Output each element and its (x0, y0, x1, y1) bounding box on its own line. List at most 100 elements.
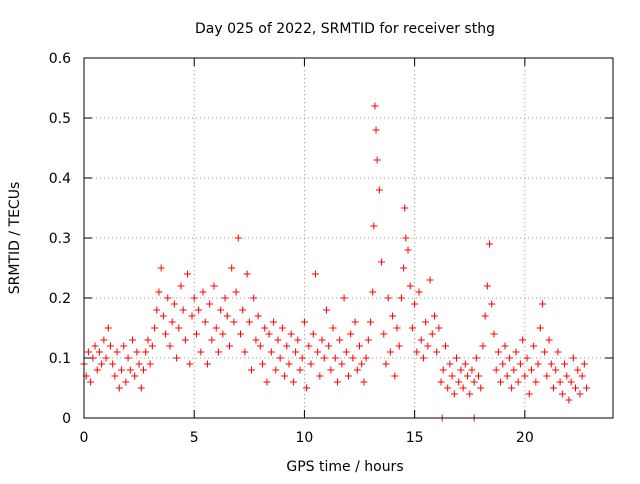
data-point (521, 372, 529, 380)
data-point (541, 348, 549, 356)
data-point (283, 342, 291, 350)
data-point (170, 300, 178, 308)
data-point (378, 258, 386, 266)
data-point (349, 354, 357, 362)
data-point (424, 342, 432, 350)
data-point (356, 342, 364, 350)
data-point (151, 324, 159, 332)
data-point (549, 384, 557, 392)
data-point (362, 354, 370, 362)
data-point (488, 300, 496, 308)
data-point (457, 366, 465, 374)
data-point (155, 288, 163, 296)
data-point (565, 396, 573, 404)
data-point (369, 288, 377, 296)
x-tick-label: 20 (516, 430, 534, 446)
data-point (547, 360, 555, 368)
data-point (113, 348, 121, 356)
data-point (106, 342, 114, 350)
data-point (248, 366, 256, 374)
data-point (162, 330, 170, 338)
y-tick-label: 0.2 (49, 291, 71, 307)
data-point (329, 324, 337, 332)
data-point (503, 372, 511, 380)
data-point (228, 264, 236, 272)
data-point (261, 324, 269, 332)
data-point (305, 342, 313, 350)
data-point (164, 294, 172, 302)
data-point (122, 378, 130, 386)
data-point (380, 330, 388, 338)
data-point (148, 342, 156, 350)
data-point (325, 342, 333, 350)
data-point (510, 366, 518, 374)
data-point (95, 348, 103, 356)
data-point (214, 348, 222, 356)
data-point (358, 360, 366, 368)
y-tick-label: 0.1 (49, 351, 71, 367)
data-point (184, 270, 192, 278)
data-point (567, 378, 575, 386)
data-point (497, 378, 505, 386)
data-point (208, 336, 216, 344)
data-point (146, 360, 154, 368)
data-point (309, 330, 317, 338)
data-point (333, 378, 341, 386)
data-point (338, 360, 346, 368)
data-point (124, 354, 132, 362)
data-point (371, 102, 379, 110)
data-point (175, 324, 183, 332)
data-point (389, 312, 397, 320)
data-point (307, 360, 315, 368)
data-point (243, 270, 251, 278)
data-point (468, 366, 476, 374)
data-point (530, 342, 538, 350)
data-point (102, 354, 110, 362)
data-point (225, 342, 233, 350)
data-point (219, 330, 227, 338)
y-axis-label: SRMTID / TECUs (7, 182, 23, 295)
data-point (351, 318, 359, 326)
data-point (422, 318, 430, 326)
data-point (245, 318, 253, 326)
data-point (534, 360, 542, 368)
data-point (331, 354, 339, 362)
data-point (276, 354, 284, 362)
data-point (448, 372, 456, 380)
data-point (292, 348, 300, 356)
data-point (272, 366, 280, 374)
data-point (475, 372, 483, 380)
data-point (192, 330, 200, 338)
data-point (481, 312, 489, 320)
data-point (345, 372, 352, 380)
data-point (217, 306, 225, 314)
data-point (294, 336, 302, 344)
data-point (239, 306, 247, 314)
data-point (459, 384, 467, 392)
data-point (397, 294, 405, 302)
data-point (395, 342, 403, 350)
data-point (210, 282, 218, 290)
data-point (464, 372, 472, 380)
data-point (201, 318, 209, 326)
data-point (532, 378, 540, 386)
data-point (576, 390, 584, 398)
data-point (450, 390, 458, 398)
data-point (574, 366, 582, 374)
data-point (140, 366, 148, 374)
data-point (168, 318, 176, 326)
data-point (179, 306, 187, 314)
data-point (289, 378, 297, 386)
data-point (142, 348, 150, 356)
data-point (100, 336, 108, 344)
data-point (477, 384, 485, 392)
data-point (353, 366, 361, 374)
data-point (188, 312, 196, 320)
data-point (486, 240, 494, 248)
data-point (254, 312, 262, 320)
data-point (538, 300, 546, 308)
data-point (120, 342, 128, 350)
data-point (545, 336, 553, 344)
data-point (583, 384, 591, 392)
data-point (501, 342, 509, 350)
